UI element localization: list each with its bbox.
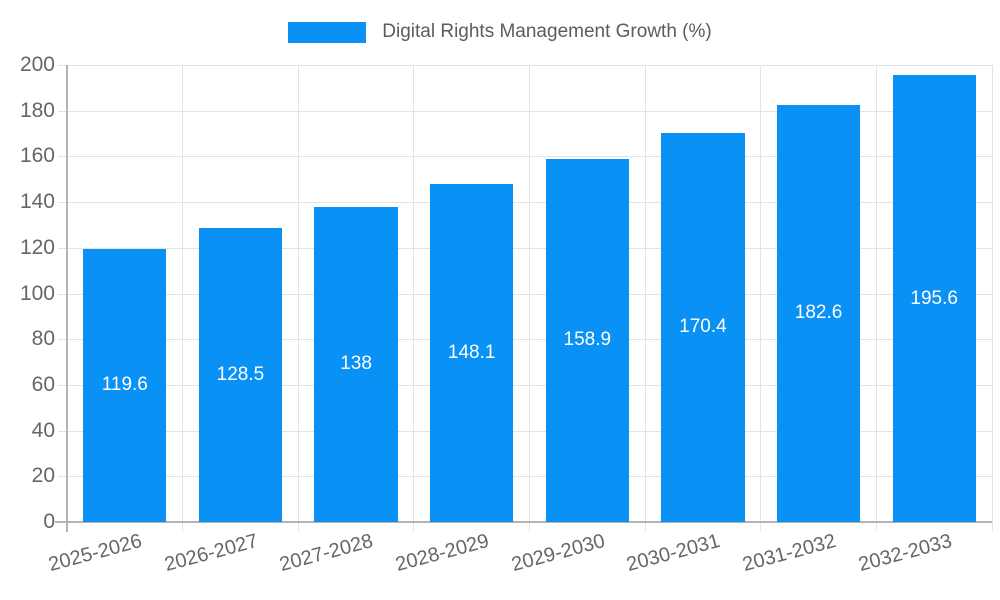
- v-gridline: [182, 65, 184, 531]
- bar-value-label: 128.5: [216, 364, 265, 386]
- y-tick-label: 140: [19, 190, 55, 214]
- bar-2030-2031: 170.4: [661, 132, 745, 522]
- h-gridline: [58, 110, 992, 112]
- x-tick-label: 2028-2029: [393, 530, 492, 577]
- y-tick-label: 180: [19, 98, 55, 122]
- bar-value-label: 158.9: [563, 329, 612, 351]
- h-gridline: [58, 156, 992, 158]
- bar-value-label: 195.6: [910, 287, 958, 309]
- v-gridline: [991, 65, 993, 531]
- x-axis-line: [55, 521, 992, 523]
- bar-value-label: 138: [340, 353, 372, 375]
- h-gridline: [58, 430, 992, 432]
- bar-value-label: 170.4: [679, 316, 727, 338]
- bar-2027-2028: 138: [314, 206, 398, 522]
- y-tick-label: 20: [31, 464, 55, 488]
- y-tick-label: 120: [19, 235, 55, 259]
- x-tick-label: 2030-2031: [624, 530, 723, 577]
- v-gridline: [297, 65, 299, 531]
- v-gridline: [875, 65, 877, 531]
- plot-area: 119.6 128.5 138 148.1 158.9 170.4 182.6 195.6 0…: [20, 53, 993, 576]
- y-axis-line: [66, 65, 68, 532]
- v-gridline: [644, 65, 646, 531]
- bar-2025-2026: 119.6: [83, 248, 167, 522]
- bar-value-label: 119.6: [101, 374, 148, 396]
- y-tick-label: 60: [31, 372, 55, 396]
- x-tick-label: 2032-2033: [855, 530, 954, 577]
- h-gridline: [58, 476, 992, 478]
- v-gridline: [760, 65, 762, 531]
- bar-value-label: 148.1: [447, 341, 496, 363]
- x-tick-label: 2029-2030: [508, 530, 608, 577]
- y-tick-label: 80: [31, 327, 55, 351]
- y-tick-label: 40: [31, 418, 55, 442]
- y-tick-label: 160: [19, 144, 55, 168]
- v-gridline: [529, 65, 530, 531]
- y-tick-label: 0: [43, 510, 55, 533]
- h-gridline: [58, 65, 992, 66]
- legend-label: Digital Rights Management Growth (%): [382, 21, 712, 42]
- h-gridline: [58, 293, 992, 295]
- bar-value-label: 182.6: [794, 302, 843, 324]
- h-gridline: [58, 384, 992, 386]
- x-tick-label: 2026-2027: [162, 530, 261, 577]
- x-tick-label: 2031-2032: [740, 530, 839, 577]
- bar-2028-2029: 148.1: [430, 183, 514, 522]
- bar-2029-2030: 158.9: [545, 158, 629, 522]
- h-gridline: [58, 339, 992, 341]
- y-tick-label: 100: [19, 281, 55, 305]
- chart-legend: Digital Rights Management Growth (%): [0, 14, 1000, 50]
- y-tick-label: 200: [19, 53, 55, 76]
- x-tick-label: 2027-2028: [277, 530, 376, 577]
- v-gridline: [413, 65, 415, 531]
- h-gridline: [58, 247, 992, 249]
- legend-swatch-icon: [288, 21, 367, 43]
- h-gridline: [58, 202, 992, 204]
- x-tick-label: 2025-2026: [46, 530, 145, 577]
- bar-2031-2032: 182.6: [776, 104, 861, 522]
- bar-2026-2027: 128.5: [198, 228, 283, 522]
- bar-2032-2033: 195.6: [892, 75, 976, 522]
